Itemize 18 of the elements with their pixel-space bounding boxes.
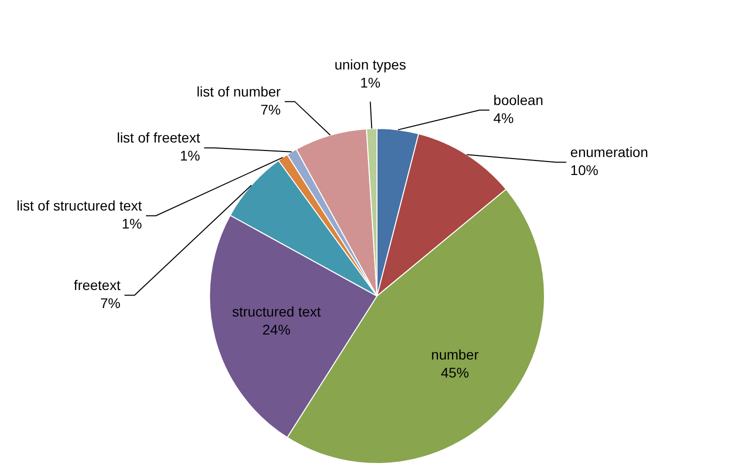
data-label: 45% — [440, 364, 469, 381]
data-label: 7% — [260, 101, 281, 118]
slice-label: list of structured text — [16, 198, 142, 214]
slice-label: structured text — [232, 304, 321, 320]
slice-label: freetext — [74, 277, 121, 294]
data-label: 4% — [493, 110, 514, 126]
data-label: 1% — [360, 74, 380, 90]
slice-label: list of number — [196, 83, 282, 100]
slice-label: number — [431, 346, 479, 363]
slice-label: list of freetext — [116, 130, 200, 146]
slice-label: union types — [334, 56, 406, 72]
data-label: 1% — [122, 216, 142, 232]
slice-label: boolean — [493, 92, 544, 108]
slice-label: enumeration — [570, 144, 648, 160]
data-label: 1% — [180, 148, 200, 164]
data-label: 7% — [100, 295, 120, 312]
data-label: 10% — [570, 162, 598, 178]
data-label: 24% — [262, 322, 290, 338]
